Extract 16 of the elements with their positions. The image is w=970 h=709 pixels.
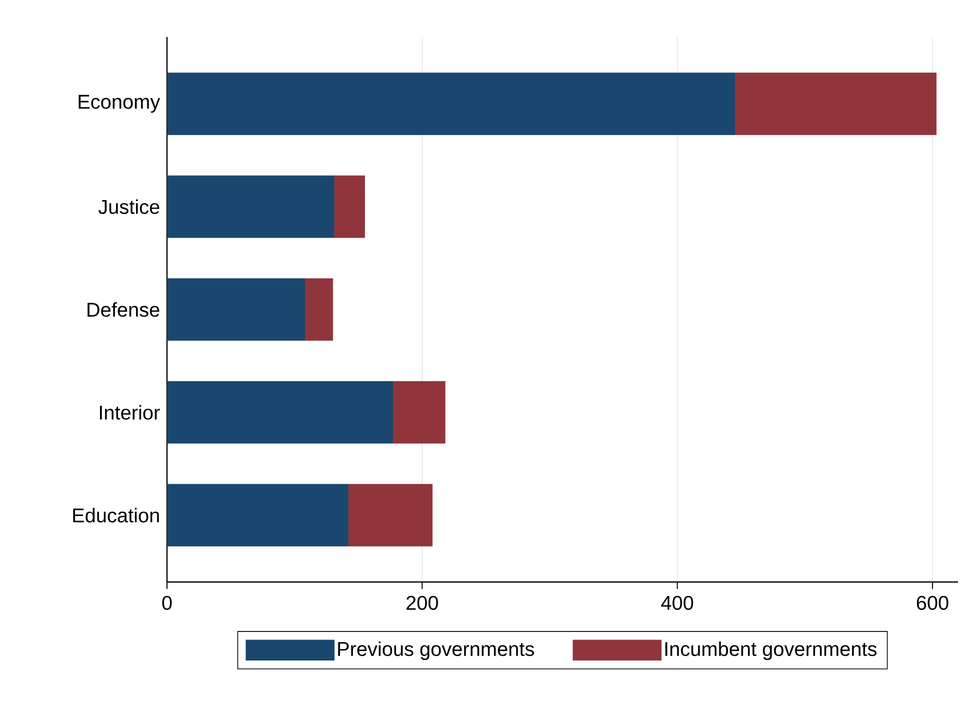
- x-tick-label: 0: [162, 596, 172, 610]
- bar: [304, 278, 334, 341]
- y-tick-label: Education: [73, 508, 159, 522]
- legend-label: Incumbent governments: [665, 641, 877, 660]
- bar: [392, 381, 446, 444]
- bar: [348, 484, 433, 546]
- y-tick-label: Interior: [100, 405, 160, 420]
- x-tick-label: 200: [406, 596, 438, 610]
- y-tick-label: Justice: [98, 199, 160, 214]
- bar: [334, 175, 365, 238]
- x-tick-label: 400: [661, 596, 694, 610]
- y-tick-label: Defense: [88, 302, 160, 317]
- y-tick-label: Economy: [78, 94, 160, 113]
- x-tick-label: 600: [916, 596, 948, 610]
- legend-label: Previous governments: [338, 641, 534, 660]
- bar: [734, 72, 937, 136]
